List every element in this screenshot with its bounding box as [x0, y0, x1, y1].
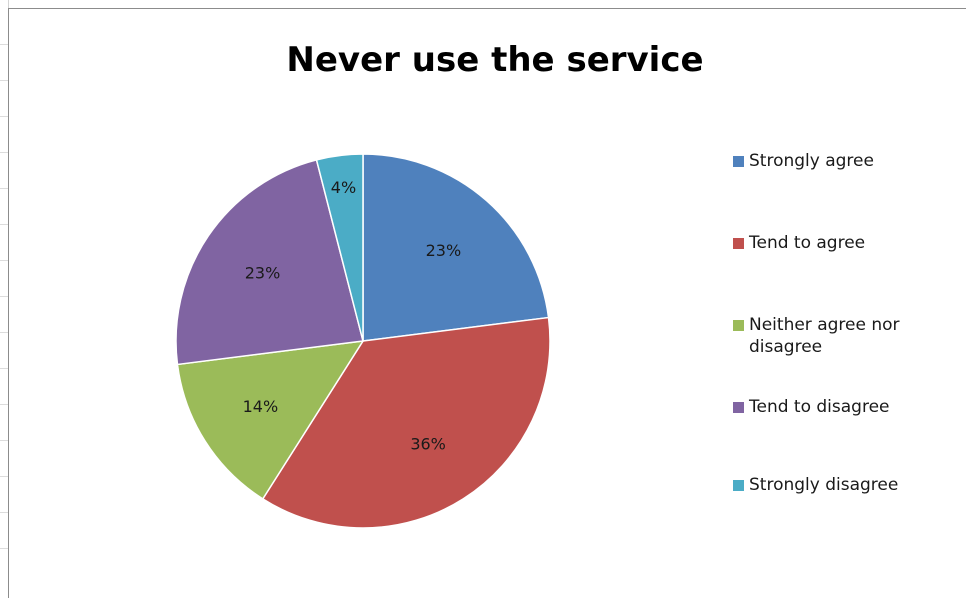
legend-label-neither-agree-nor-disagree: Neither agree nor disagree	[749, 315, 900, 357]
legend-swatch-strongly-agree	[733, 156, 744, 167]
legend-item-tend-to-disagree: Tend to disagree	[733, 396, 949, 418]
data-label-strongly-disagree: 4%	[331, 178, 356, 197]
legend-swatch-tend-to-disagree	[733, 402, 744, 413]
data-label-strongly-agree: 23%	[426, 241, 462, 260]
legend-label-strongly-disagree: Strongly disagree	[749, 475, 899, 495]
data-label-tend-to-agree: 36%	[410, 435, 446, 454]
legend-item-strongly-agree: Strongly agree	[733, 150, 949, 172]
legend-swatch-strongly-disagree	[733, 480, 744, 491]
chart-title: Never use the service	[286, 40, 704, 80]
pie-chart: 23% 36% 14% 23% 4%	[175, 153, 551, 529]
pie-slice-neither-agree-nor-disagree[interactable]	[176, 340, 365, 500]
data-label-neither-agree-nor-disagree: 14%	[243, 397, 279, 416]
pie-slice-strongly-disagree[interactable]	[315, 153, 364, 342]
pie-labels: 23% 36% 14% 23% 4%	[243, 178, 462, 454]
legend-label-tend-to-agree: Tend to agree	[749, 233, 866, 253]
pie-slice-strongly-agree[interactable]	[362, 153, 550, 342]
legend-swatch-tend-to-agree	[733, 238, 744, 249]
pie-slices	[175, 153, 551, 529]
legend-label-strongly-agree: Strongly agree	[749, 151, 874, 171]
data-label-tend-to-disagree: 23%	[245, 264, 281, 283]
legend-item-tend-to-agree: Tend to agree	[733, 232, 949, 254]
pie-slice-tend-to-disagree[interactable]	[175, 158, 364, 366]
legend-label-tend-to-disagree: Tend to disagree	[749, 397, 890, 417]
pie-slice-tend-to-agree[interactable]	[261, 316, 551, 529]
legend-item-strongly-disagree: Strongly disagree	[733, 474, 949, 496]
legend-swatch-neither-agree-nor-disagree	[733, 320, 744, 331]
legend-item-neither-agree-nor-disagree: Neither agree nor disagree	[733, 314, 949, 358]
